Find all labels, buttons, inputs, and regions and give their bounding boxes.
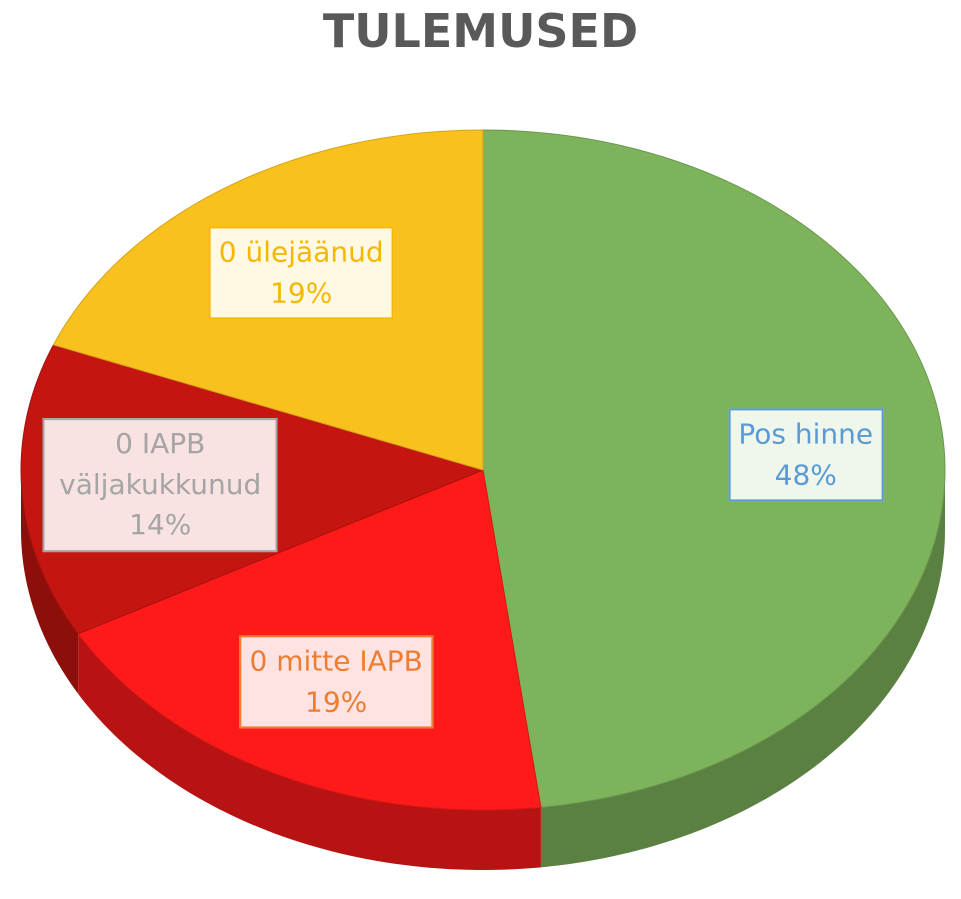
label-text: 0 mitte IAPB	[249, 644, 423, 678]
data-label: 0 ülejäänud 19%	[208, 226, 394, 320]
label-text: Pos hinne	[738, 417, 874, 451]
label-text: 19%	[270, 276, 333, 310]
slice-side	[78, 633, 541, 870]
label-text: 48%	[774, 458, 837, 492]
label-text: 14%	[129, 508, 192, 542]
data-label: 0 IAPB väljakukkunud 14%	[42, 418, 278, 552]
label-text: 19%	[305, 685, 368, 719]
label-text: 0 ülejäänud	[218, 235, 384, 269]
slice-side	[21, 470, 79, 694]
slice-side	[540, 470, 945, 868]
data-label: 0 mitte IAPB 19%	[239, 635, 433, 729]
slice	[482, 129, 946, 808]
label-text: 0 IAPB väljakukkunud	[59, 427, 262, 501]
chart-title: TULEMUSED	[322, 4, 639, 58]
data-label: Pos hinne 48%	[728, 408, 884, 502]
